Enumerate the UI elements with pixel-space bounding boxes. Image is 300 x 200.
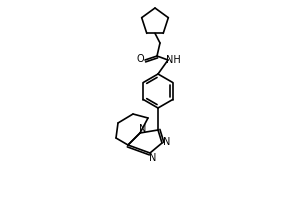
Text: N: N [139, 124, 147, 134]
Text: O: O [136, 54, 144, 64]
Text: NH: NH [166, 55, 180, 65]
Text: N: N [163, 137, 171, 147]
Text: N: N [149, 153, 157, 163]
